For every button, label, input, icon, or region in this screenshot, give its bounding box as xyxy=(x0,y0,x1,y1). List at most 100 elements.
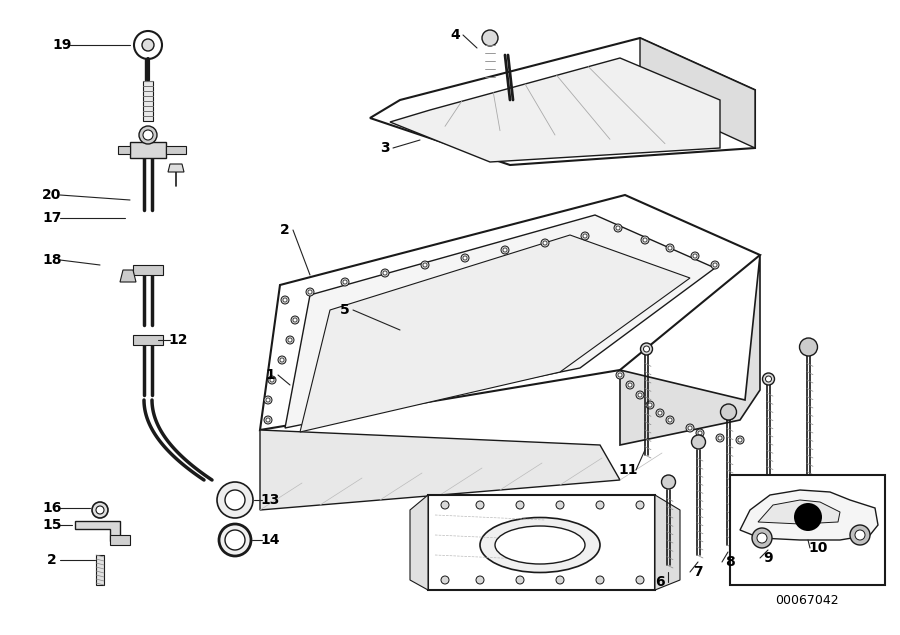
Circle shape xyxy=(264,416,272,424)
Circle shape xyxy=(616,371,624,379)
Circle shape xyxy=(641,236,649,244)
Circle shape xyxy=(636,501,644,509)
Polygon shape xyxy=(110,535,130,545)
Polygon shape xyxy=(390,58,720,162)
Circle shape xyxy=(648,403,652,407)
Circle shape xyxy=(225,490,245,510)
Circle shape xyxy=(556,501,564,509)
Circle shape xyxy=(688,426,692,430)
Circle shape xyxy=(666,244,674,252)
Polygon shape xyxy=(120,270,136,282)
Circle shape xyxy=(142,39,154,51)
Polygon shape xyxy=(740,490,878,540)
Circle shape xyxy=(543,241,547,245)
Polygon shape xyxy=(655,495,680,590)
Circle shape xyxy=(280,358,284,362)
Circle shape xyxy=(556,576,564,584)
Circle shape xyxy=(644,346,650,352)
Circle shape xyxy=(656,409,664,417)
Text: 4: 4 xyxy=(450,28,460,42)
Circle shape xyxy=(219,524,251,556)
Polygon shape xyxy=(285,215,715,428)
Circle shape xyxy=(283,298,287,302)
Text: 5: 5 xyxy=(340,303,350,317)
Circle shape xyxy=(516,501,524,509)
Text: 1: 1 xyxy=(266,368,274,382)
Circle shape xyxy=(799,338,817,356)
Circle shape xyxy=(341,278,349,286)
Text: 00067042: 00067042 xyxy=(775,594,839,606)
Circle shape xyxy=(92,502,108,518)
Circle shape xyxy=(266,398,270,402)
Polygon shape xyxy=(640,38,755,148)
Circle shape xyxy=(736,436,744,444)
Circle shape xyxy=(96,506,104,514)
Text: 16: 16 xyxy=(42,501,62,515)
Circle shape xyxy=(281,296,289,304)
Circle shape xyxy=(614,224,622,232)
Polygon shape xyxy=(758,500,840,524)
Circle shape xyxy=(693,254,697,258)
Circle shape xyxy=(139,126,157,144)
Circle shape xyxy=(476,576,484,584)
Circle shape xyxy=(217,482,253,518)
Circle shape xyxy=(268,376,276,384)
Polygon shape xyxy=(730,475,885,585)
Circle shape xyxy=(691,252,699,260)
Circle shape xyxy=(752,528,772,548)
Circle shape xyxy=(721,404,736,420)
Text: 6: 6 xyxy=(655,575,665,589)
Circle shape xyxy=(264,396,272,404)
Circle shape xyxy=(636,576,644,584)
Circle shape xyxy=(441,576,449,584)
Circle shape xyxy=(463,256,467,260)
Text: 3: 3 xyxy=(380,141,390,155)
Circle shape xyxy=(711,261,719,269)
Circle shape xyxy=(662,475,676,489)
Circle shape xyxy=(343,280,347,284)
Circle shape xyxy=(482,30,498,46)
Text: 2: 2 xyxy=(280,223,290,237)
Circle shape xyxy=(516,576,524,584)
Circle shape xyxy=(762,373,775,385)
Polygon shape xyxy=(133,335,163,345)
Circle shape xyxy=(541,239,549,247)
Circle shape xyxy=(381,269,389,277)
Circle shape xyxy=(668,418,672,422)
Circle shape xyxy=(461,254,469,262)
Circle shape xyxy=(738,438,742,442)
Circle shape xyxy=(143,130,153,140)
Circle shape xyxy=(503,248,507,252)
Circle shape xyxy=(306,288,314,296)
Circle shape xyxy=(766,376,771,382)
Circle shape xyxy=(641,343,652,355)
Circle shape xyxy=(616,226,620,230)
Circle shape xyxy=(618,373,622,377)
Polygon shape xyxy=(300,235,690,432)
Circle shape xyxy=(476,501,484,509)
Text: 9: 9 xyxy=(763,551,773,565)
Circle shape xyxy=(441,501,449,509)
Circle shape xyxy=(278,356,286,364)
Circle shape xyxy=(423,263,427,267)
Polygon shape xyxy=(133,265,163,275)
Circle shape xyxy=(666,416,674,424)
Circle shape xyxy=(421,261,429,269)
Circle shape xyxy=(686,424,694,432)
Circle shape xyxy=(291,316,299,324)
Circle shape xyxy=(696,429,704,437)
Text: 12: 12 xyxy=(168,333,188,347)
Circle shape xyxy=(716,434,724,442)
Text: 14: 14 xyxy=(260,533,280,547)
Polygon shape xyxy=(260,195,760,430)
Circle shape xyxy=(636,391,644,399)
Circle shape xyxy=(643,238,647,242)
Circle shape xyxy=(581,232,589,240)
Circle shape xyxy=(658,411,662,415)
Text: 11: 11 xyxy=(618,463,638,477)
Polygon shape xyxy=(370,38,755,165)
Ellipse shape xyxy=(480,518,600,573)
Circle shape xyxy=(266,418,270,422)
Circle shape xyxy=(698,431,702,435)
Circle shape xyxy=(293,318,297,322)
